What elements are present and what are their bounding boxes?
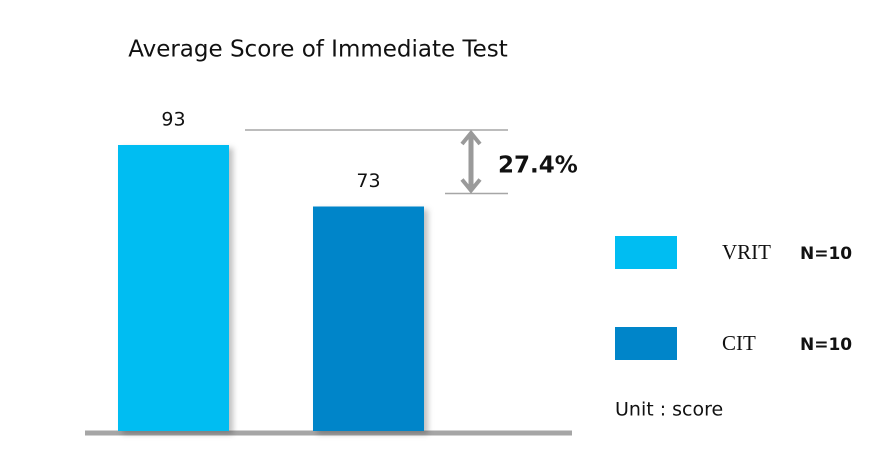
value-label: 73 bbox=[356, 170, 380, 192]
legend-swatch bbox=[615, 327, 677, 360]
legend-swatch bbox=[615, 236, 677, 269]
unit-label: Unit : score bbox=[615, 399, 723, 421]
chart-title: Average Score of Immediate Test bbox=[128, 37, 508, 63]
legend-label: CIT bbox=[722, 331, 756, 355]
arrow-head bbox=[460, 129, 482, 146]
value-label: 93 bbox=[161, 109, 185, 131]
legend-label: VRIT bbox=[722, 240, 771, 264]
legend-note: N=10 bbox=[800, 335, 852, 355]
bar bbox=[118, 145, 229, 431]
legend-note: N=10 bbox=[800, 244, 852, 264]
difference-label: 27.4% bbox=[498, 152, 578, 178]
arrow-head bbox=[460, 178, 482, 194]
bar bbox=[313, 206, 424, 431]
